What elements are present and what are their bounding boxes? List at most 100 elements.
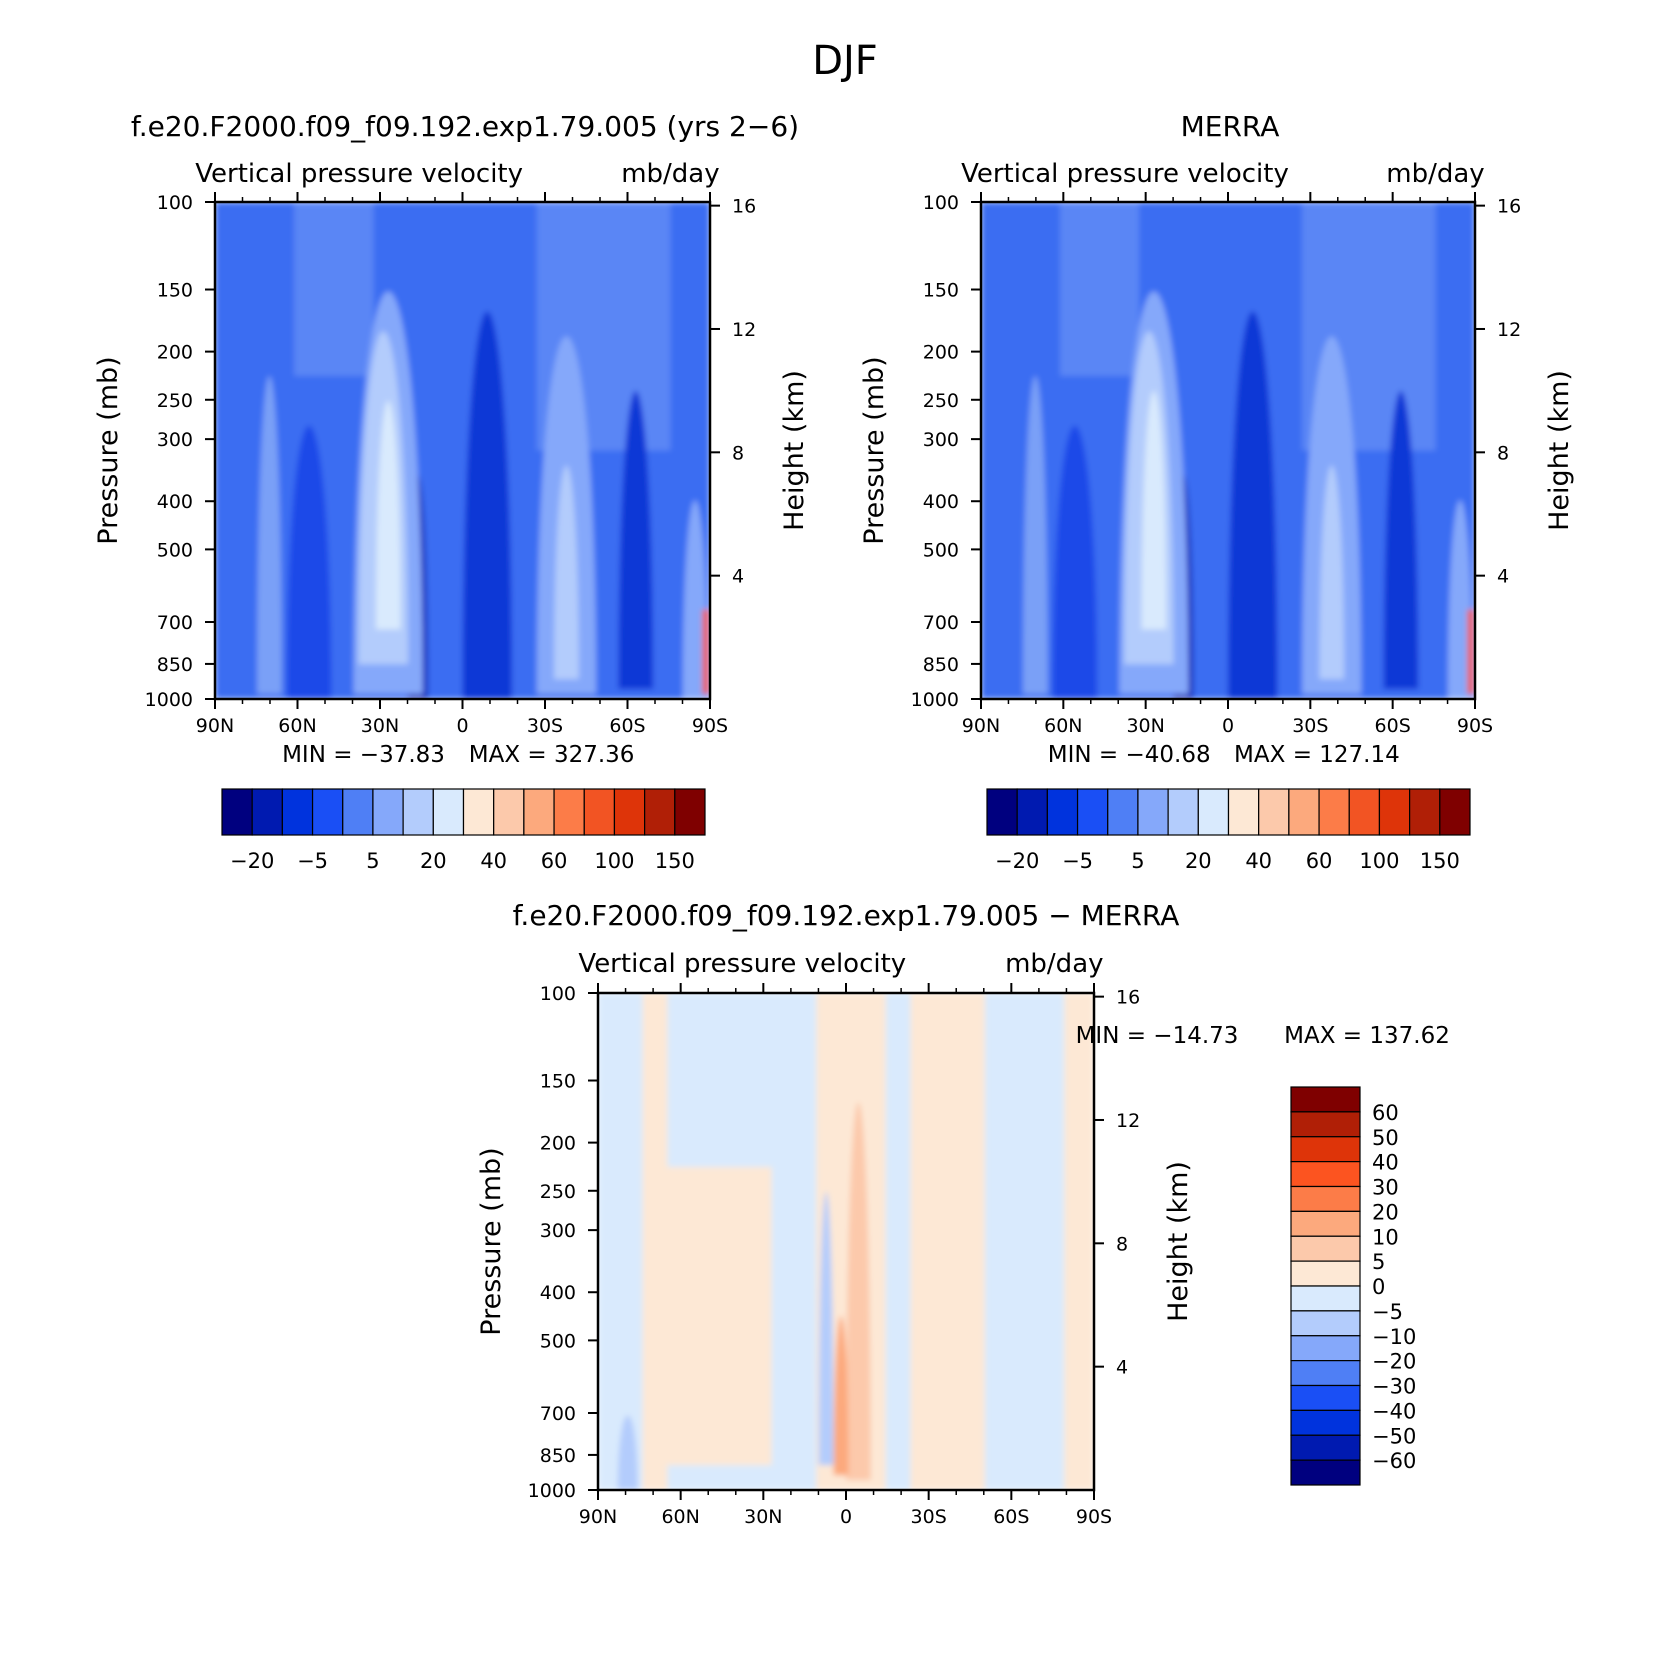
x-tick-label: 30N [744, 1506, 782, 1528]
y-right-tick-label: 8 [1116, 1233, 1128, 1255]
field-light [682, 500, 708, 699]
colorbar-label: 60 [1306, 849, 1333, 873]
y-tick-label: 100 [157, 192, 193, 214]
colorbar-swatch [1378, 788, 1411, 836]
colorbar-label: −20 [1372, 1350, 1416, 1374]
subtitle-variable: Vertical pressure velocity [578, 949, 906, 979]
colorbar-swatch [986, 788, 1018, 836]
figure-title: DJF [812, 38, 878, 84]
x-tick-label: 0 [456, 715, 468, 737]
colorbar-swatch [1290, 1111, 1361, 1138]
y-tick-label: 200 [923, 342, 959, 364]
y-right-tick-label: 16 [1497, 196, 1521, 218]
field-layer [598, 993, 1094, 1490]
colorbar-label: 60 [541, 849, 568, 873]
colorbar-label: 150 [1420, 849, 1460, 873]
field-positive [846, 1102, 871, 1481]
y-tick-label: 850 [540, 1445, 576, 1467]
y-tick-label: 300 [157, 429, 193, 451]
x-tick-label: 30S [527, 715, 563, 737]
chart-panel-3: f.e20.F2000.f09_f09.192.exp1.79.005 − ME… [476, 899, 1450, 1528]
colorbar-swatch [342, 788, 374, 836]
field-band [1060, 202, 1140, 376]
colorbar-label: 100 [594, 849, 634, 873]
colorbar-swatch [432, 788, 465, 836]
chart-title: MERRA [1181, 110, 1280, 143]
y-tick-label: 300 [923, 429, 959, 451]
colorbar: −20 −5 5 20 40 60 100 150 [986, 788, 1471, 873]
y-tick-label: 400 [540, 1282, 576, 1304]
colorbar-label: 60 [1372, 1101, 1399, 1125]
colorbar-label: 150 [655, 849, 695, 873]
colorbar-swatch [1076, 788, 1109, 836]
stat-max: MAX = 127.14 [1234, 742, 1400, 768]
colorbar-swatch [311, 788, 344, 836]
y-right-tick-label: 8 [1497, 442, 1509, 464]
subtitle-units: mb/day [1005, 949, 1103, 979]
colorbar-swatch [1290, 1409, 1361, 1436]
y-right-axis-label: Height (km) [779, 370, 810, 531]
colorbar-label: 10 [1372, 1225, 1399, 1249]
x-tick-label: 90S [692, 715, 728, 737]
field-dark [1228, 311, 1278, 699]
y-tick-label: 200 [157, 342, 193, 364]
field-dark [618, 390, 654, 690]
y-right-tick-label: 16 [732, 196, 756, 218]
y-tick-label: 250 [157, 390, 193, 412]
colorbar-label: −20 [995, 849, 1039, 873]
y-tick-label: 700 [540, 1403, 576, 1425]
colorbar-swatch [1258, 788, 1290, 836]
colorbar-label: 0 [1372, 1275, 1385, 1299]
colorbar-swatch [1290, 1260, 1361, 1287]
y-right-tick-label: 16 [1116, 987, 1140, 1009]
colorbar-label: 100 [1359, 849, 1399, 873]
x-tick-label: 60S [1375, 715, 1411, 737]
plot-field [598, 993, 1094, 1490]
colorbar-label: 20 [420, 849, 447, 873]
chart-title: f.e20.F2000.f09_f09.192.exp1.79.005 − ME… [513, 899, 1180, 932]
field-light [375, 400, 401, 630]
colorbar-label: −50 [1372, 1424, 1416, 1448]
colorbar-swatch [523, 788, 555, 836]
field-positive [657, 1166, 772, 1466]
y-tick-label: 700 [157, 612, 193, 634]
colorbar-swatch [1290, 1285, 1361, 1312]
y-tick-label: 300 [540, 1220, 576, 1242]
x-tick-label: 90N [579, 1506, 617, 1528]
y-tick-label: 850 [157, 654, 193, 676]
field-light [257, 375, 282, 695]
y-right-tick-label: 12 [1497, 319, 1521, 341]
colorbar-swatch [402, 788, 434, 836]
x-tick-label: 60S [609, 715, 645, 737]
field-positive [910, 993, 985, 1490]
x-tick-label: 30S [911, 1506, 947, 1528]
field-positive [702, 609, 709, 695]
field-negative [617, 1415, 638, 1490]
colorbar-swatch [1290, 1136, 1361, 1163]
field-dark [462, 311, 512, 699]
colorbar-label: 40 [1372, 1151, 1399, 1175]
colorbar-swatch [1137, 788, 1169, 836]
x-tick-label: 60N [661, 1506, 699, 1528]
field-negative [818, 1191, 834, 1466]
subtitle-variable: Vertical pressure velocity [195, 159, 523, 189]
y-right-tick-label: 4 [732, 566, 744, 588]
y-right-axis-label: Height (km) [1544, 370, 1575, 531]
y-right-tick-label: 4 [1116, 1357, 1128, 1379]
colorbar-label: −5 [1062, 849, 1093, 873]
colorbar-swatch [1288, 788, 1320, 836]
colorbar-swatch [1290, 1384, 1361, 1411]
colorbar-label: 30 [1372, 1176, 1399, 1200]
colorbar-swatch [1046, 788, 1079, 836]
colorbar-label: −5 [1372, 1300, 1403, 1324]
colorbar-swatch [462, 788, 495, 836]
y-tick-label: 400 [157, 491, 193, 513]
colorbar-swatch [1318, 788, 1350, 836]
colorbar-label: 20 [1372, 1200, 1399, 1224]
y-tick-label: 250 [540, 1181, 576, 1203]
colorbar-swatch [493, 788, 525, 836]
colorbar-swatch [1290, 1459, 1361, 1486]
colorbar: −20 −5 5 20 40 60 100 150 [221, 788, 706, 873]
colorbar-swatch [583, 788, 616, 836]
